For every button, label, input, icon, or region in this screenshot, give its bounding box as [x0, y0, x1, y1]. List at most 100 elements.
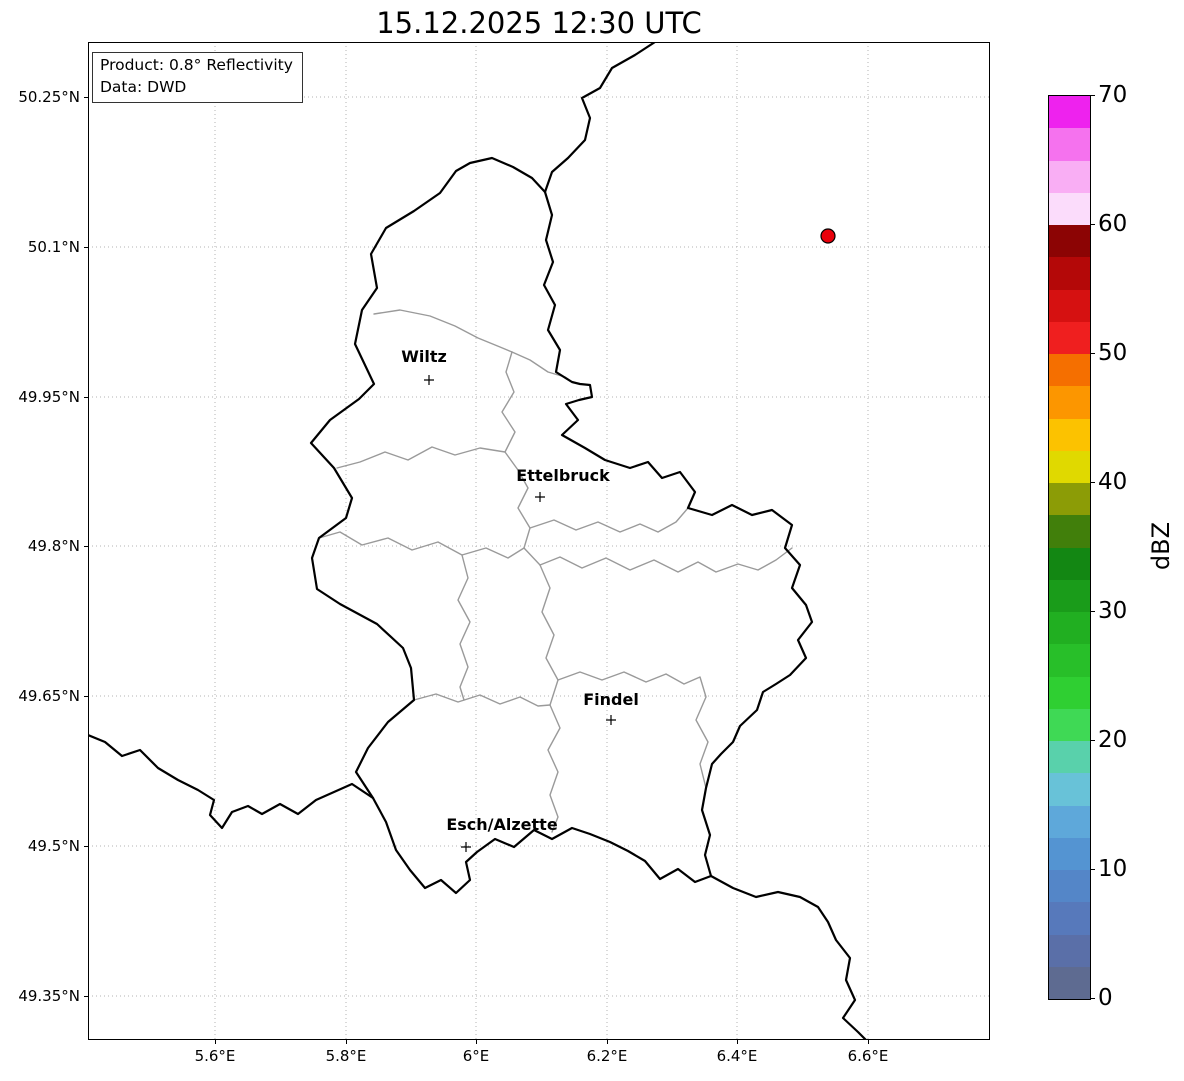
- colorbar-segment: [1049, 515, 1090, 548]
- colorbar-segment: [1049, 483, 1090, 516]
- colorbar-tick-mark: [1090, 611, 1095, 612]
- colorbar-tick-label: 30: [1098, 598, 1128, 624]
- colorbar-tick-mark: [1090, 482, 1095, 483]
- xtick-label: 5.6°E: [194, 1047, 236, 1065]
- colorbar-tick-mark: [1090, 998, 1095, 999]
- y-tick-mark: [84, 696, 88, 697]
- canton-border: [557, 671, 709, 789]
- colorbar-segment: [1049, 579, 1090, 612]
- ytick-label: 49.95°N: [18, 388, 80, 406]
- colorbar-segment: [1049, 773, 1090, 806]
- ytick-label: 49.8°N: [27, 537, 80, 555]
- ytick-label: 50.25°N: [18, 88, 80, 106]
- colorbar-segment: [1049, 386, 1090, 419]
- colorbar-tick-label: 60: [1098, 211, 1128, 237]
- y-tick-mark: [84, 546, 88, 547]
- grid-layer: [88, 42, 990, 1040]
- city-layer: Wiltz Ettelbruck Findel Esch/Alzette: [401, 347, 639, 852]
- x-tick-mark: [737, 1040, 738, 1044]
- colorbar-segment: [1049, 644, 1090, 677]
- canton-border: [539, 564, 561, 833]
- colorbar-segment: [1049, 805, 1090, 838]
- info-box-source: Data: DWD: [100, 77, 187, 96]
- x-tick-mark: [346, 1040, 347, 1044]
- colorbar-tick-label: 70: [1098, 82, 1128, 108]
- xtick-label: 5.8°E: [325, 1047, 367, 1065]
- x-tick-mark: [215, 1040, 216, 1044]
- colorbar-segment: [1049, 547, 1090, 580]
- canton-border: [539, 547, 793, 573]
- colorbar-tick-label: 20: [1098, 727, 1128, 753]
- city-marker-icon: [424, 375, 434, 385]
- xtick-label: 6°E: [462, 1047, 490, 1065]
- x-tick-mark: [607, 1040, 608, 1044]
- canton-border: [336, 351, 516, 469]
- city-label: Ettelbruck: [516, 466, 610, 485]
- colorbar-segment: [1049, 128, 1090, 161]
- canton-borders-layer: [318, 309, 793, 833]
- map-canvas: Wiltz Ettelbruck Findel Esch/Alzette: [86, 40, 991, 1042]
- colorbar-segment: [1049, 612, 1090, 645]
- canton-border: [457, 554, 471, 701]
- colorbar-segment: [1049, 192, 1090, 225]
- country-border-france-germany: [709, 874, 868, 1042]
- colorbar-segment: [1049, 160, 1090, 193]
- colorbar-segment: [1049, 354, 1090, 387]
- country-border-east: [542, 40, 814, 878]
- radar-location-dot: [820, 228, 836, 244]
- canton-border: [373, 309, 513, 353]
- colorbar-segment: [1049, 225, 1090, 258]
- country-borders-layer: [86, 40, 868, 1042]
- colorbar-tick-mark: [1090, 95, 1095, 96]
- colorbar-segment: [1049, 741, 1090, 774]
- ytick-label: 50.1°N: [27, 238, 80, 256]
- colorbar-tick-mark: [1090, 869, 1095, 870]
- x-tick-mark: [868, 1040, 869, 1044]
- colorbar-segment: [1049, 257, 1090, 290]
- canton-border: [318, 531, 525, 559]
- info-box-product: Product: 0.8° Reflectivity: [100, 56, 293, 74]
- map-overlay-layer: [820, 228, 836, 244]
- colorbar-segment: [1049, 934, 1090, 967]
- city-label: Esch/Alzette: [446, 815, 558, 834]
- country-border-south-west: [309, 156, 713, 895]
- info-box: Product: 0.8° Reflectivity Data: DWD: [92, 52, 303, 104]
- colorbar-tick-mark: [1090, 353, 1095, 354]
- colorbar-segment: [1049, 289, 1090, 322]
- y-tick-mark: [84, 247, 88, 248]
- x-tick-mark: [476, 1040, 477, 1044]
- map-plot: Wiltz Ettelbruck Findel Esch/Alzette: [86, 40, 991, 1042]
- colorbar-segment: [1049, 966, 1090, 999]
- colorbar-segment: [1049, 708, 1090, 741]
- y-tick-mark: [84, 846, 88, 847]
- city-label: Findel: [583, 690, 639, 709]
- city-marker-icon: [461, 842, 471, 852]
- colorbar-tick-label: 50: [1098, 340, 1128, 366]
- canton-border: [413, 693, 551, 707]
- city-marker-icon: [606, 715, 616, 725]
- colorbar-tick-label: 0: [1098, 985, 1113, 1011]
- colorbar-tick-label: 40: [1098, 469, 1128, 495]
- country-border-belgium-france: [86, 733, 375, 830]
- colorbar-segment: [1049, 902, 1090, 935]
- colorbar-segment: [1049, 418, 1090, 451]
- colorbar-segment: [1049, 321, 1090, 354]
- colorbar-tick-mark: [1090, 740, 1095, 741]
- colorbar-segment: [1049, 870, 1090, 903]
- axes-border: [87, 41, 991, 1041]
- xtick-label: 6.2°E: [586, 1047, 628, 1065]
- figure-title: 15.12.2025 12:30 UTC: [376, 6, 702, 40]
- y-tick-mark: [84, 97, 88, 98]
- colorbar-segment: [1049, 676, 1090, 709]
- colorbar-segment: [1049, 450, 1090, 483]
- colorbar-segment: [1049, 96, 1090, 129]
- xtick-label: 6.6°E: [847, 1047, 889, 1065]
- city-label: Wiltz: [401, 347, 447, 366]
- city-marker-icon: [535, 492, 545, 502]
- y-tick-mark: [84, 996, 88, 997]
- canton-border: [529, 507, 689, 533]
- ytick-label: 49.5°N: [27, 837, 80, 855]
- colorbar-title: dBZ: [1147, 521, 1175, 571]
- colorbar: [1048, 95, 1091, 1000]
